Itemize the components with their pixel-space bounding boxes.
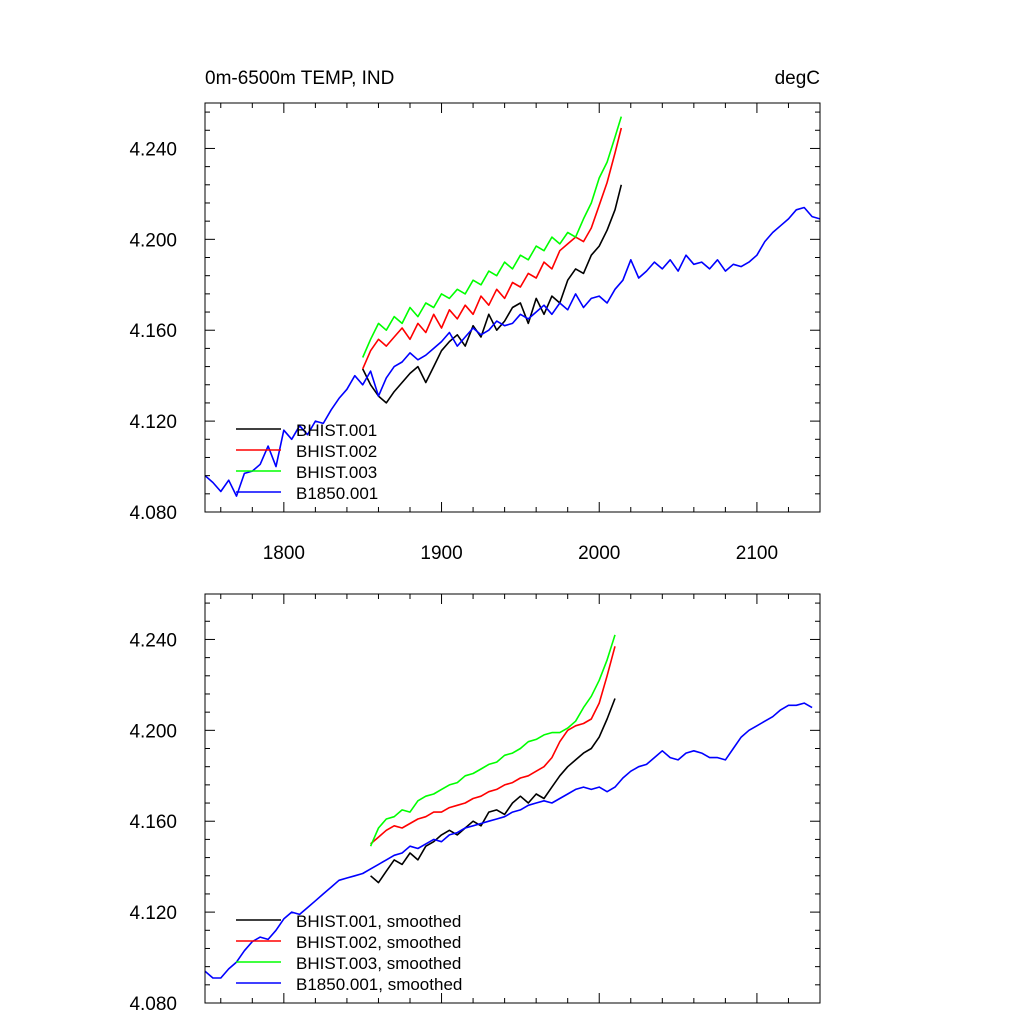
plot-frame bbox=[204, 102, 821, 513]
series-line bbox=[205, 206, 820, 497]
legend-entry: BHIST.001 bbox=[236, 421, 377, 440]
y-tick-label: 4.120 bbox=[129, 412, 177, 433]
y-tick-label: 4.240 bbox=[129, 630, 177, 651]
series-line bbox=[370, 646, 616, 845]
y-tick-label: 4.120 bbox=[129, 903, 177, 924]
series-line bbox=[205, 702, 813, 979]
y-tick-label: 4.160 bbox=[129, 812, 177, 833]
legend-label: B1850.001 bbox=[296, 484, 378, 503]
series-layer bbox=[205, 634, 813, 979]
legend-label: BHIST.002 bbox=[296, 442, 377, 461]
y-tick-label: 4.240 bbox=[129, 139, 177, 160]
legend-entry: BHIST.003, smoothed bbox=[236, 954, 461, 973]
panel-raw: 0m-6500m TEMP, IND degC 4.0804.1204.1604… bbox=[129, 68, 821, 564]
axes: 4.080 4.120 4.160 4.200 4.240 bbox=[129, 593, 821, 1015]
y-tick-label: 4.200 bbox=[129, 230, 177, 251]
x-tick-label: 1800 bbox=[263, 543, 305, 564]
y-tick-label: 4.080 bbox=[129, 503, 177, 524]
legend-entry: B1850.001, smoothed bbox=[236, 975, 462, 994]
y-tick-label: 4.080 bbox=[129, 994, 177, 1015]
legend: BHIST.001 BHIST.002 BHIST.003 B1850.001 bbox=[236, 421, 378, 503]
legend: BHIST.001, smoothed BHIST.002, smoothed … bbox=[236, 912, 462, 994]
legend-label: BHIST.003 bbox=[296, 463, 377, 482]
legend-entry: BHIST.001, smoothed bbox=[236, 912, 461, 931]
series-line bbox=[361, 184, 623, 404]
y-tick-label: 4.160 bbox=[129, 321, 177, 342]
legend-entry: BHIST.003 bbox=[236, 463, 377, 482]
legend-entry: BHIST.002 bbox=[236, 442, 377, 461]
plot-frame bbox=[204, 593, 821, 1004]
panel-title: 0m-6500m TEMP, IND bbox=[205, 68, 394, 89]
x-tick-label: 1900 bbox=[420, 543, 462, 564]
series-line bbox=[361, 127, 623, 370]
legend-label: B1850.001, smoothed bbox=[296, 975, 462, 994]
axes: 4.080 4.120 4.160 4.200 4.240 1800 1900 2000 210… bbox=[129, 102, 821, 564]
y-tick-label: 4.200 bbox=[129, 721, 177, 742]
series-line bbox=[370, 698, 616, 884]
panel-smoothed: 4.080 4.120 4.160 4.200 4.240 BHIST.001, smo… bbox=[129, 593, 821, 1015]
legend-entry: B1850.001 bbox=[236, 484, 378, 503]
series-layer bbox=[205, 116, 820, 497]
units-label: degC bbox=[775, 68, 820, 89]
legend-label: BHIST.001 bbox=[296, 421, 377, 440]
legend-label: BHIST.003, smoothed bbox=[296, 954, 461, 973]
legend-label: BHIST.001, smoothed bbox=[296, 912, 461, 931]
legend-label: BHIST.002, smoothed bbox=[296, 933, 461, 952]
series-line bbox=[361, 116, 623, 358]
x-tick-label: 2000 bbox=[578, 543, 620, 564]
legend-entry: BHIST.002, smoothed bbox=[236, 933, 461, 952]
series-line bbox=[369, 634, 616, 847]
x-tick-label: 2100 bbox=[736, 543, 778, 564]
